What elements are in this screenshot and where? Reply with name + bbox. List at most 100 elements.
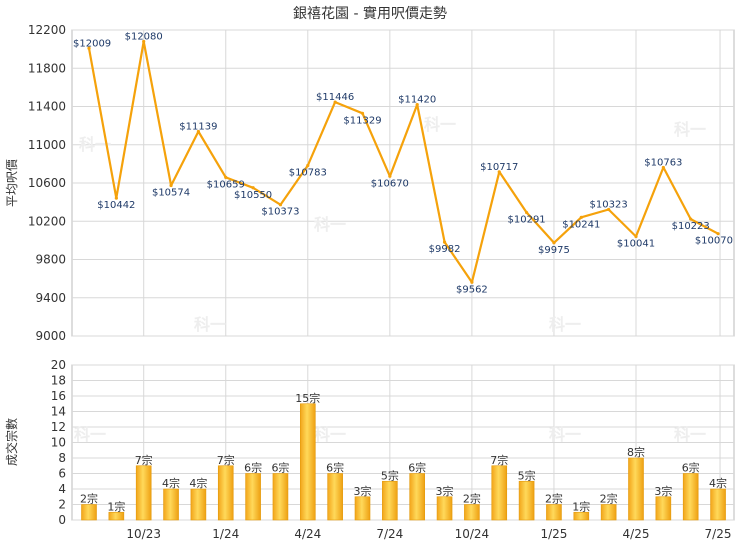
volume-y-tick-label: 12 bbox=[51, 420, 66, 434]
price-point bbox=[333, 100, 337, 104]
volume-bar bbox=[573, 511, 590, 521]
volume-x-tick-label: 7/25 bbox=[705, 527, 732, 541]
price-point bbox=[661, 165, 665, 170]
volume-data-label: 5宗 bbox=[518, 468, 536, 482]
volume-y-tick-label: 10 bbox=[51, 436, 66, 450]
price-point bbox=[196, 129, 200, 134]
volume-y-tick-label: 18 bbox=[51, 374, 66, 388]
price-data-label: $10574 bbox=[152, 187, 190, 198]
price-point bbox=[224, 175, 228, 179]
price-point bbox=[142, 39, 146, 44]
volume-bar bbox=[518, 480, 535, 521]
price-y-tick-label: 10600 bbox=[28, 176, 66, 190]
volume-bar bbox=[327, 473, 343, 521]
volume-bar bbox=[135, 465, 152, 521]
volume-bar bbox=[409, 473, 426, 521]
watermark-text: 科一 bbox=[74, 425, 106, 444]
volume-bar bbox=[108, 511, 125, 521]
volume-bar bbox=[546, 504, 562, 521]
watermark-text: 科一 bbox=[549, 425, 581, 444]
volume-data-label: 2宗 bbox=[80, 492, 98, 506]
volume-data-label: 7宗 bbox=[217, 453, 235, 467]
price-point bbox=[251, 186, 255, 190]
volume-bar bbox=[436, 496, 453, 521]
price-data-label: $12080 bbox=[125, 31, 163, 42]
price-data-label: $10070 bbox=[695, 236, 733, 247]
price-data-label: $9975 bbox=[538, 245, 570, 256]
price-data-label: $10550 bbox=[234, 190, 272, 201]
volume-data-label: 6宗 bbox=[244, 461, 262, 475]
price-point bbox=[87, 46, 91, 50]
volume-data-label: 2宗 bbox=[463, 492, 481, 506]
volume-bar bbox=[682, 473, 699, 521]
volume-y-tick-label: 8 bbox=[58, 451, 66, 465]
price-series-line bbox=[87, 40, 719, 284]
volume-y-tick-label: 4 bbox=[58, 482, 66, 496]
price-data-label: $11139 bbox=[179, 121, 217, 132]
volume-y-tick-label: 0 bbox=[58, 513, 66, 527]
watermark-text: 科一 bbox=[674, 425, 706, 444]
price-point bbox=[360, 111, 365, 115]
volume-bar bbox=[710, 488, 726, 521]
price-gridlines bbox=[72, 29, 734, 337]
price-point bbox=[415, 102, 419, 107]
volume-y-axis-label: 成交宗數 bbox=[4, 418, 19, 466]
volume-bar bbox=[628, 457, 644, 521]
volume-bar bbox=[491, 465, 508, 521]
price-data-label: $10670 bbox=[371, 178, 409, 189]
price-y-tick-label: 9400 bbox=[35, 291, 66, 305]
volume-bar bbox=[245, 473, 261, 521]
price-point bbox=[278, 203, 283, 207]
volume-data-label: 3宗 bbox=[354, 484, 372, 498]
volume-bar bbox=[600, 504, 617, 521]
price-data-label: $10223 bbox=[672, 221, 710, 232]
volume-data-label: 1宗 bbox=[572, 499, 590, 513]
price-y-tick-label: 10200 bbox=[28, 214, 66, 228]
volume-x-tick-label: 10/24 bbox=[455, 527, 490, 541]
price-point bbox=[579, 215, 583, 219]
volume-data-label: 7宗 bbox=[135, 453, 153, 467]
volume-data-label: 8宗 bbox=[627, 445, 645, 459]
price-data-label: $10717 bbox=[480, 162, 518, 173]
volume-bar bbox=[272, 473, 289, 521]
price-point bbox=[442, 240, 447, 244]
volume-data-label: 2宗 bbox=[600, 492, 618, 506]
volume-data-label: 6宗 bbox=[682, 461, 700, 475]
volume-data-label: 1宗 bbox=[107, 499, 125, 513]
volume-x-ticks: 10/23 1/24 4/24 7/24 10/24 1/25 4/25 7/25 bbox=[126, 527, 731, 541]
volume-gridlines bbox=[72, 364, 734, 521]
price-y-axis-label: 平均呎價 bbox=[5, 159, 19, 207]
price-data-label: $10783 bbox=[289, 168, 327, 179]
price-data-label: $10041 bbox=[617, 238, 655, 249]
volume-watermarks: 科一 科一 科一 科一 bbox=[74, 425, 706, 444]
volume-data-label: 7宗 bbox=[490, 453, 508, 467]
price-point bbox=[114, 196, 118, 200]
price-point bbox=[607, 207, 611, 212]
price-data-label: $10442 bbox=[97, 200, 135, 211]
volume-x-tick-label: 4/25 bbox=[623, 527, 650, 541]
watermark-text: 科一 bbox=[424, 115, 456, 134]
volume-x-tick-label: 1/24 bbox=[212, 527, 239, 541]
price-data-label: $9982 bbox=[429, 244, 461, 255]
price-y-tick-label: 11400 bbox=[28, 100, 66, 114]
watermark-text: 科一 bbox=[194, 315, 226, 334]
volume-bar bbox=[382, 480, 398, 521]
volume-bar bbox=[299, 403, 316, 521]
volume-bar bbox=[163, 488, 179, 521]
price-data-label: $10241 bbox=[562, 219, 600, 230]
volume-data-label: 2宗 bbox=[545, 492, 563, 506]
price-point bbox=[306, 163, 310, 168]
volume-data-label: 4宗 bbox=[709, 476, 727, 490]
volume-bar bbox=[655, 496, 672, 521]
volume-y-tick-label: 20 bbox=[51, 358, 66, 372]
volume-data-label: 6宗 bbox=[326, 461, 344, 475]
volume-data-label: 4宗 bbox=[162, 476, 180, 490]
price-line bbox=[87, 39, 720, 284]
volume-data-label: 15宗 bbox=[295, 391, 320, 405]
price-y-tick-label: 11800 bbox=[28, 61, 66, 75]
price-point bbox=[634, 234, 638, 239]
